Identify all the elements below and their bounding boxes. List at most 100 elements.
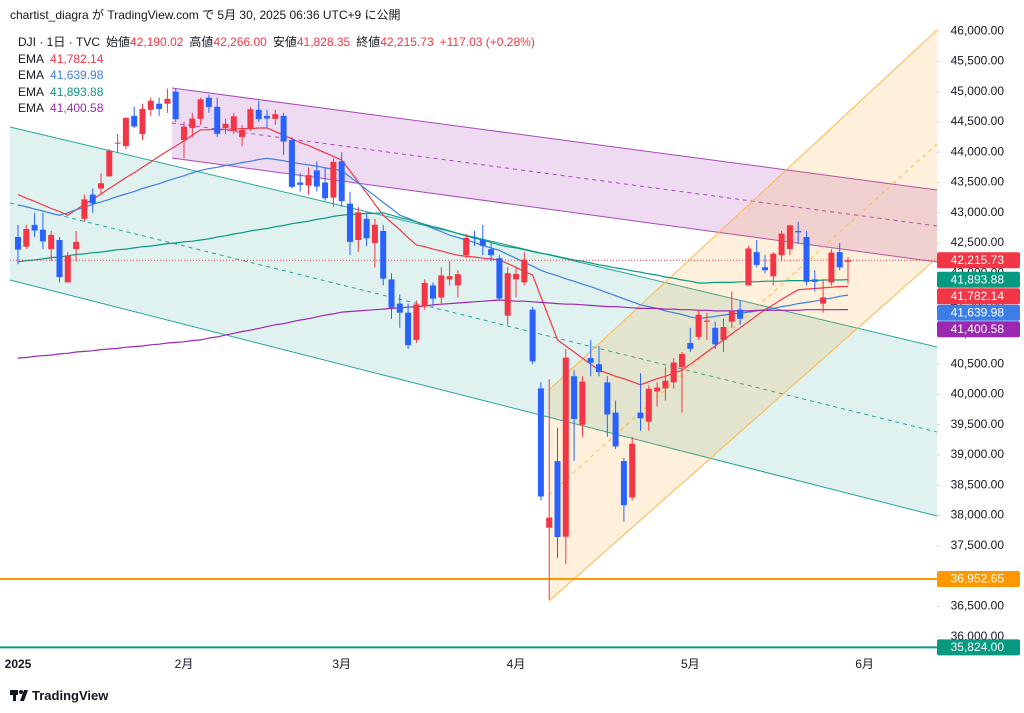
- candle-body: [670, 362, 677, 383]
- candle-body: [537, 388, 544, 497]
- candle-body: [230, 116, 237, 132]
- price-label: 41,893.88: [951, 272, 1005, 286]
- candle-body: [64, 255, 71, 283]
- channel-line: [9, 279, 937, 517]
- price-label: 41,639.98: [951, 305, 1005, 319]
- candle-body: [81, 199, 88, 219]
- candle-body: [471, 236, 478, 238]
- candle-body: [405, 312, 412, 346]
- ema-line: [17, 157, 849, 320]
- candle-body: [322, 182, 329, 199]
- price-label-box: [937, 288, 1020, 305]
- candle-body: [695, 314, 702, 337]
- ohlc-value: 42,266.00: [213, 35, 267, 49]
- price-label-box: [937, 639, 1020, 656]
- ema-line: [17, 212, 849, 284]
- price-label-box: [937, 304, 1020, 321]
- ohlc-name: 安値: [272, 35, 297, 49]
- y-tick-label: 40,000.00: [951, 387, 1005, 401]
- candle-body: [728, 311, 735, 322]
- channel-midline: [171, 122, 937, 227]
- candle-body: [15, 236, 21, 250]
- candle-body: [770, 253, 777, 277]
- y-tick-label: 39,000.00: [951, 447, 1005, 461]
- candle-body: [172, 91, 179, 120]
- ohlc-value: 42,215.73: [380, 35, 434, 49]
- legend-row: EMA 41,400.58: [18, 100, 541, 117]
- candle-body: [712, 327, 719, 345]
- legend-row: DJI · 1日 · TVC 始値42,190.02 高値42,266.00 安値41…: [18, 34, 541, 51]
- candle-body: [604, 382, 611, 415]
- candle-body: [31, 224, 38, 231]
- channel-line: [548, 257, 937, 602]
- candle-body: [48, 234, 55, 250]
- logo-part: [19, 690, 23, 694]
- candle-body: [114, 142, 121, 144]
- candle-body: [89, 194, 96, 204]
- candle-body: [297, 182, 304, 185]
- candle-body: [363, 218, 370, 239]
- legend-name: EMA: [18, 101, 45, 115]
- marks-layer: [0, 88, 937, 649]
- legend-value: 41,782.14: [50, 51, 104, 66]
- candle-body: [828, 252, 835, 283]
- y-tick-label: 42,500.00: [951, 235, 1005, 249]
- candle-body: [637, 412, 644, 419]
- candle-body: [629, 443, 636, 498]
- candle-body: [347, 203, 353, 242]
- change: +117.03 (+0.28%): [439, 35, 535, 49]
- candle-body: [430, 285, 436, 299]
- y-tick-label: 38,000.00: [951, 508, 1005, 522]
- candle-body: [513, 273, 519, 280]
- candle-body: [571, 376, 578, 420]
- header: chartist_diagra が TradingView.com で 5月 3…: [10, 8, 401, 22]
- candle-body: [181, 126, 187, 141]
- x-tick-label: 6月: [855, 657, 874, 671]
- y-tick-label: 37,500.00: [951, 538, 1005, 552]
- candle-body: [338, 161, 345, 202]
- y-tick-label: 43,500.00: [951, 175, 1005, 189]
- candle-body: [620, 461, 627, 506]
- candle-body: [98, 183, 104, 189]
- ema-line: [17, 127, 849, 386]
- x-tick-label: 5月: [681, 657, 700, 671]
- candle-body: [106, 150, 113, 177]
- y-tick-label: 45,000.00: [951, 84, 1005, 98]
- price-label: 35,824.00: [951, 640, 1005, 654]
- candle-body: [122, 117, 129, 147]
- candle-body: [156, 103, 163, 109]
- logo: [10, 690, 28, 701]
- candle-body: [720, 326, 727, 340]
- candle-body: [264, 115, 270, 119]
- channel-line: [548, 29, 937, 391]
- candle-body: [546, 517, 553, 528]
- price-label-box: [937, 321, 1020, 338]
- candle-body: [330, 161, 337, 198]
- price-label-box: [937, 271, 1020, 288]
- legend-row: EMA 41,893.88: [18, 84, 541, 101]
- candle-body: [811, 279, 818, 282]
- ohlc-value: 42,190.02: [130, 35, 184, 49]
- candle-body: [147, 100, 154, 110]
- candle-body: [778, 233, 785, 256]
- price-label: 41,400.58: [951, 322, 1005, 336]
- x-tick-label: 3月: [332, 657, 351, 671]
- candle-body: [413, 304, 420, 340]
- price-label: 42,215.73: [951, 253, 1005, 267]
- candle-body: [164, 98, 171, 104]
- price-label-box: [937, 570, 1020, 587]
- candle-body: [587, 358, 594, 363]
- legend-name: EMA: [18, 84, 45, 99]
- candle-body: [222, 123, 229, 128]
- legend-value: 41,639.98: [50, 68, 104, 82]
- candle-body: [446, 276, 453, 280]
- candle-body: [836, 252, 843, 268]
- candle-body: [562, 357, 569, 537]
- candle-body: [23, 228, 30, 247]
- legend-row: EMA 41,639.98: [18, 67, 541, 84]
- candle-body: [803, 236, 810, 282]
- candle-body: [56, 240, 63, 278]
- candle-body: [496, 258, 503, 299]
